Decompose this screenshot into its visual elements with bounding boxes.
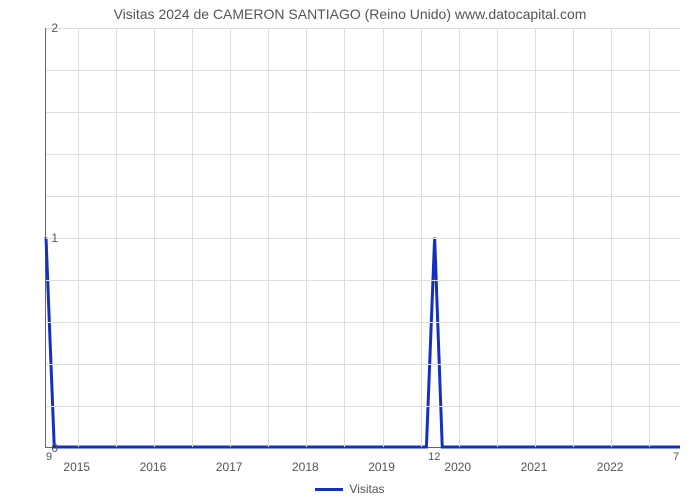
gridline-h-minor: [46, 322, 680, 323]
gridline-h: [46, 28, 680, 29]
gridline-v-minor: [192, 28, 193, 447]
gridline-h-minor: [46, 406, 680, 407]
x-tick-label: 2020: [444, 460, 471, 474]
x-tick-label: 2016: [140, 460, 167, 474]
gridline-v: [459, 28, 460, 447]
point-label: 7: [673, 451, 679, 463]
gridline-v-minor: [116, 28, 117, 447]
x-tick-label: 2022: [597, 460, 624, 474]
x-tick-label: 2015: [63, 460, 90, 474]
legend-label: Visitas: [349, 482, 384, 496]
gridline-v: [78, 28, 79, 447]
gridline-v-minor: [421, 28, 422, 447]
gridline-h-minor: [46, 196, 680, 197]
gridline-v: [306, 28, 307, 447]
x-tick-label: 2021: [521, 460, 548, 474]
chart-title: Visitas 2024 de CAMERON SANTIAGO (Reino …: [0, 6, 700, 22]
gridline-v-minor: [497, 28, 498, 447]
legend-swatch: [315, 488, 343, 491]
gridline-v-minor: [573, 28, 574, 447]
x-tick-label: 2018: [292, 460, 319, 474]
gridline-h-minor: [46, 154, 680, 155]
gridline-v-minor: [649, 28, 650, 447]
plot-area: [45, 28, 680, 448]
gridline-v: [383, 28, 384, 447]
gridline-h-minor: [46, 70, 680, 71]
y-tick-label: 2: [18, 21, 58, 35]
gridline-h-minor: [46, 364, 680, 365]
gridline-h-minor: [46, 112, 680, 113]
gridline-v: [535, 28, 536, 447]
gridline-v-minor: [268, 28, 269, 447]
gridline-v: [611, 28, 612, 447]
series-polyline: [46, 238, 680, 448]
x-tick-label: 2019: [368, 460, 395, 474]
gridline-h-minor: [46, 280, 680, 281]
gridline-v-minor: [344, 28, 345, 447]
point-label: 12: [428, 451, 440, 463]
x-tick-label: 2017: [216, 460, 243, 474]
line-chart: Visitas 2024 de CAMERON SANTIAGO (Reino …: [0, 0, 700, 500]
y-tick-label: 1: [18, 231, 58, 245]
legend: Visitas: [0, 481, 700, 496]
gridline-v: [154, 28, 155, 447]
point-label: 9: [46, 451, 52, 463]
gridline-v: [230, 28, 231, 447]
gridline-h: [46, 238, 680, 239]
